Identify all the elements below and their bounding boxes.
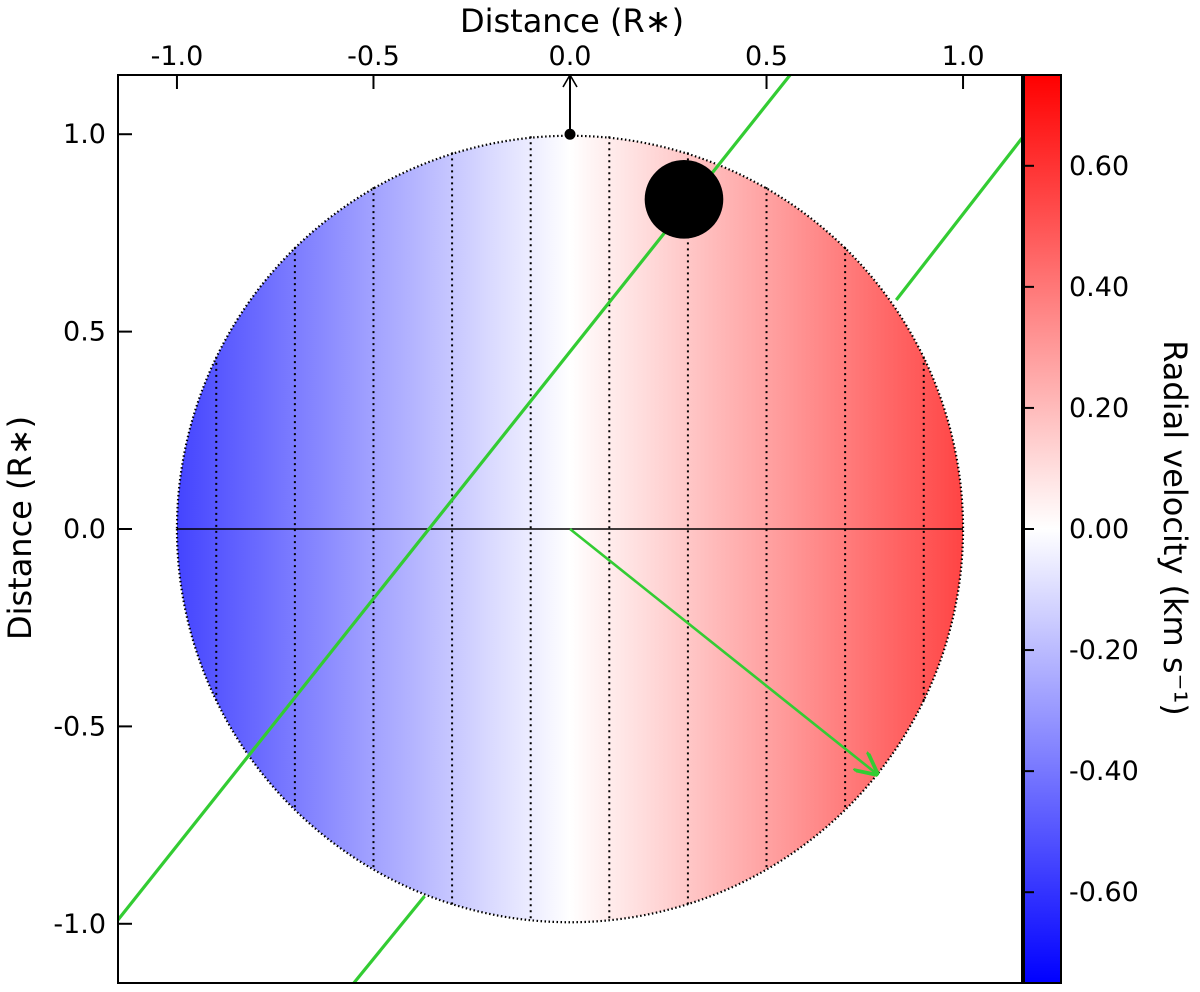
y-axis-title: Distance (R∗)	[1, 416, 39, 640]
x-axis-title: Distance (R∗)	[460, 2, 684, 40]
colorbar-ticks: 0.60 0.40 0.20 0.00 -0.20 -0.40 -0.60	[1024, 151, 1139, 908]
y-tick-label: 0.0	[63, 514, 106, 545]
orbital-track-line	[352, 895, 426, 983]
y-tick-label: -1.0	[53, 909, 106, 940]
x-tick-label: -1.0	[151, 41, 204, 72]
colorbar-tick-label: 0.00	[1069, 514, 1129, 545]
spin-vector-arrow	[569, 527, 877, 774]
y-tick-label: 1.0	[63, 119, 106, 150]
y-tick-label: 0.5	[63, 317, 106, 348]
isovelocity-lines	[215, 136, 925, 922]
rotation-axis-dot	[564, 128, 576, 140]
rotation-axis-caret	[562, 75, 578, 88]
colorbar-tick-label: -0.60	[1069, 877, 1139, 908]
y-axis-ticks: 1.0 0.5 0.0 -0.5 -1.0	[53, 119, 132, 940]
colorbar-tick-label: 0.60	[1069, 151, 1129, 182]
x-tick-label: -0.5	[347, 41, 400, 72]
colorbar-title: Radial velocity (km s⁻¹)	[1156, 340, 1194, 715]
colorbar-tick-label: -0.20	[1069, 635, 1139, 666]
colorbar-tick-label: -0.40	[1069, 756, 1139, 787]
x-axis-ticks: -1.0 -0.5 0.0 0.5 1.0	[151, 41, 985, 89]
planet-disk	[644, 160, 724, 239]
x-tick-label: 0.0	[549, 41, 592, 72]
colorbar-tick-label: 0.20	[1069, 393, 1129, 424]
orbital-track-line	[894, 137, 1022, 302]
x-tick-label: 1.0	[942, 41, 985, 72]
plot-area	[118, 75, 1022, 983]
y-tick-label: -0.5	[53, 711, 106, 742]
colorbar-tick-label: 0.40	[1069, 272, 1129, 303]
x-tick-label: 0.5	[745, 41, 788, 72]
